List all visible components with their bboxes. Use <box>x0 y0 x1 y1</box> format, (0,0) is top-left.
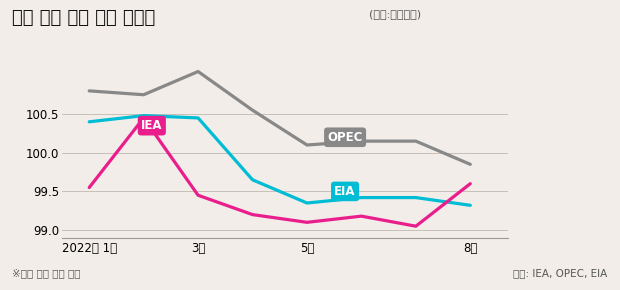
Text: OPEC: OPEC <box>327 131 363 144</box>
Text: 올해 세계 원유 수요 전망치: 올해 세계 원유 수요 전망치 <box>12 9 156 27</box>
Text: EIA: EIA <box>334 185 356 198</box>
Text: ※일일 원유 수요 기준: ※일일 원유 수요 기준 <box>12 269 81 278</box>
Text: (단위:백만배럴): (단위:백만배럴) <box>369 9 421 19</box>
Text: 자료: IEA, OPEC, EIA: 자료: IEA, OPEC, EIA <box>513 269 608 278</box>
Text: IEA: IEA <box>141 119 162 132</box>
